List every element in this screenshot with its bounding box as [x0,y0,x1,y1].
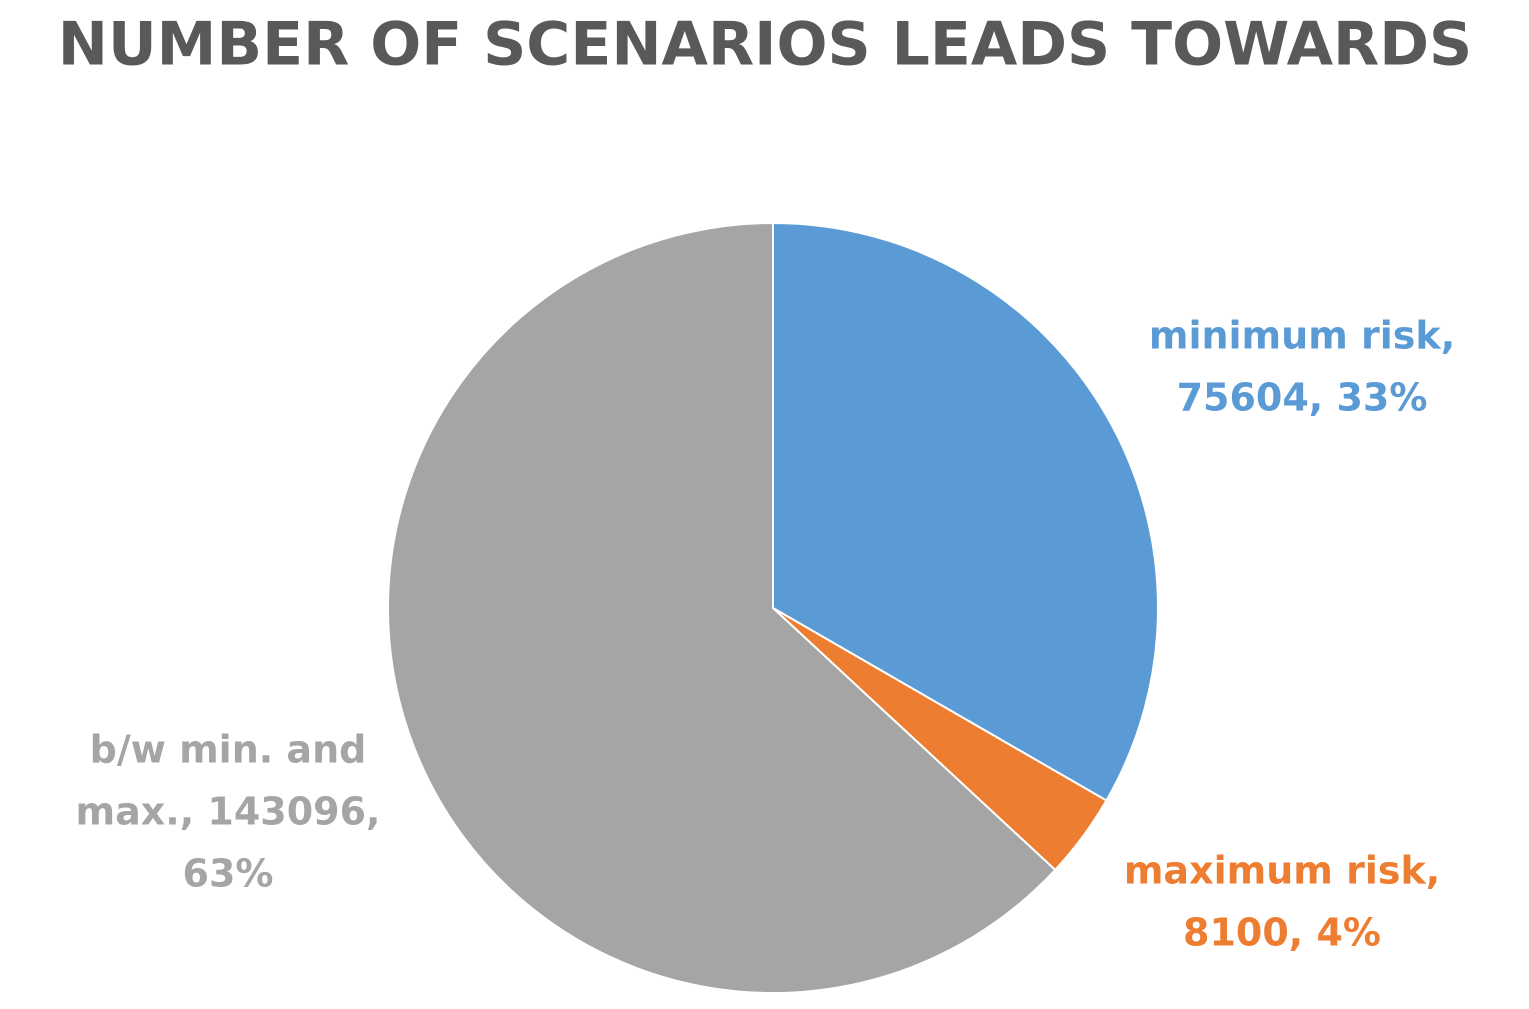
data-label: 75604, 33% [1177,376,1428,420]
data-label: 8100, 4% [1183,911,1381,955]
chart-title: NUMBER OF SCENARIOS LEADS TOWARDS [58,10,1472,80]
data-label: 63% [183,852,274,896]
pie-slice [772,221,1159,802]
data-label: minimum risk, [1149,314,1455,358]
pie-slice [387,221,1057,994]
data-label: max., 143096, [76,790,381,834]
data-label: maximum risk, [1124,849,1440,893]
data-label: b/w min. and [90,728,367,772]
